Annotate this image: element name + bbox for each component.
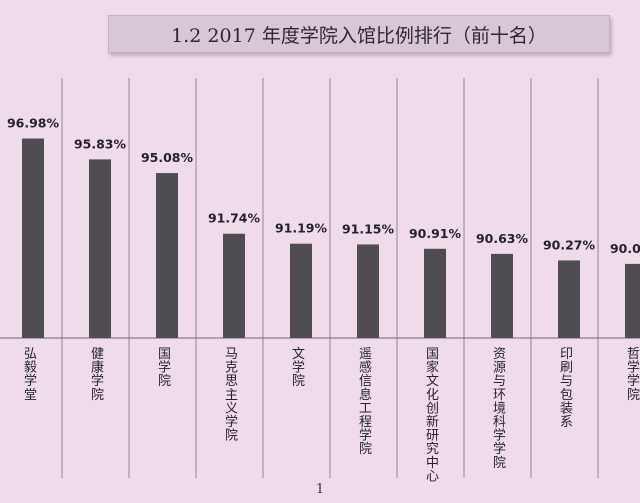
category-label: 国学院 — [158, 347, 171, 389]
bar — [491, 253, 513, 338]
category-label: 资源与环境科学学院 — [493, 347, 506, 471]
value-label: 90.91% — [409, 226, 462, 241]
bar — [290, 243, 312, 338]
bar — [156, 173, 178, 338]
bar — [357, 244, 379, 338]
category-label: 印刷与包装系 — [560, 347, 573, 430]
category-labels: 弘毅学堂 健康学院 国学院 马克思主义学院 文学院 遥感信息工程学院 国家文化创新研究中心 资… — [24, 347, 640, 484]
category-label: 国家文化创新研究中心 — [426, 347, 439, 484]
bar — [22, 138, 44, 338]
value-label: 90.08% — [610, 241, 640, 256]
bar — [558, 260, 580, 338]
bars — [22, 138, 640, 338]
value-label: 91.15% — [342, 221, 395, 236]
chart-title: 1.2 2017 年度学院入馆比例排行（前十名） — [108, 15, 610, 53]
value-labels: 96.98% 95.83% 95.08% 91.74% 91.19% 91.15% 90.9… — [7, 116, 640, 256]
value-label: 90.63% — [476, 231, 529, 246]
category-label: 健康学院 — [91, 347, 104, 403]
value-label: 91.74% — [208, 211, 261, 226]
category-label: 文学院 — [292, 347, 305, 389]
bar — [424, 248, 446, 338]
bar — [89, 159, 111, 338]
value-label: 91.19% — [275, 221, 328, 236]
value-label: 96.98% — [7, 116, 60, 131]
category-label: 遥感信息工程学院 — [359, 347, 372, 457]
value-label: 95.83% — [74, 136, 127, 151]
category-label: 哲学学院 — [627, 347, 640, 403]
page-number: 1 — [315, 482, 325, 497]
bar — [625, 263, 640, 338]
category-label: 马克思主义学院 — [225, 347, 238, 444]
value-label: 95.08% — [141, 150, 194, 165]
bar — [223, 233, 245, 338]
value-label: 90.27% — [543, 237, 596, 252]
grid-lines — [61, 78, 599, 478]
category-label: 弘毅学堂 — [24, 347, 37, 403]
